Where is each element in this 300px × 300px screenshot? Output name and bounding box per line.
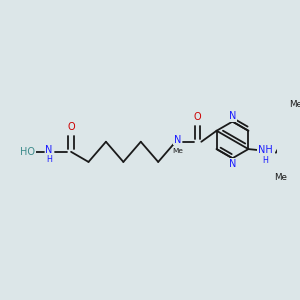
Text: Me: Me [274, 173, 287, 182]
Text: NH: NH [257, 145, 272, 155]
Text: O: O [67, 122, 75, 132]
Text: H: H [46, 155, 52, 164]
Text: HO: HO [20, 147, 35, 157]
Text: O: O [194, 112, 202, 122]
Text: Me: Me [290, 100, 300, 109]
Text: N: N [229, 159, 236, 169]
Text: N: N [174, 135, 181, 145]
Text: N: N [229, 111, 236, 121]
Text: H: H [262, 156, 268, 165]
Text: N: N [45, 145, 53, 155]
Text: Me: Me [172, 148, 183, 154]
